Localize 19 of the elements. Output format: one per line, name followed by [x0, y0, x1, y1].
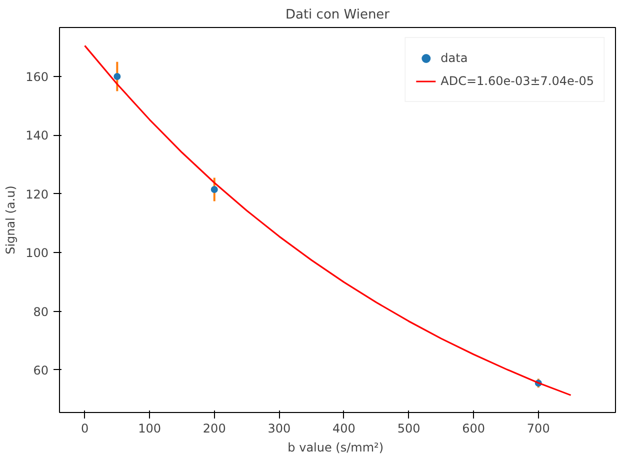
x-tick-label: 500	[397, 422, 420, 436]
y-tick-label: 140	[26, 128, 48, 143]
y-tick-label: 160	[26, 70, 48, 84]
legend-label: ADC=1.60e-03±7.04e-05	[440, 74, 594, 88]
chart-title: Dati con Wiener	[285, 8, 390, 22]
y-tick-label: 60	[33, 363, 49, 378]
x-tick-label: 0	[80, 422, 89, 436]
x-tick-label: 400	[332, 422, 356, 436]
x-tick-label: 100	[138, 422, 162, 436]
y-axis-title: Signal (a.u)	[4, 186, 18, 254]
x-tick-label: 700	[526, 422, 550, 436]
legend-label: data	[440, 51, 468, 65]
x-tick-label: 600	[462, 422, 486, 436]
y-tick-label: 80	[33, 304, 49, 319]
x-tick-label: 300	[268, 422, 291, 436]
y-tick-label: 100	[26, 246, 48, 260]
x-tick-label: 200	[202, 422, 226, 436]
y-tick-label: 120	[26, 187, 48, 202]
x-axis-title: b value (s/mm²)	[288, 440, 384, 454]
